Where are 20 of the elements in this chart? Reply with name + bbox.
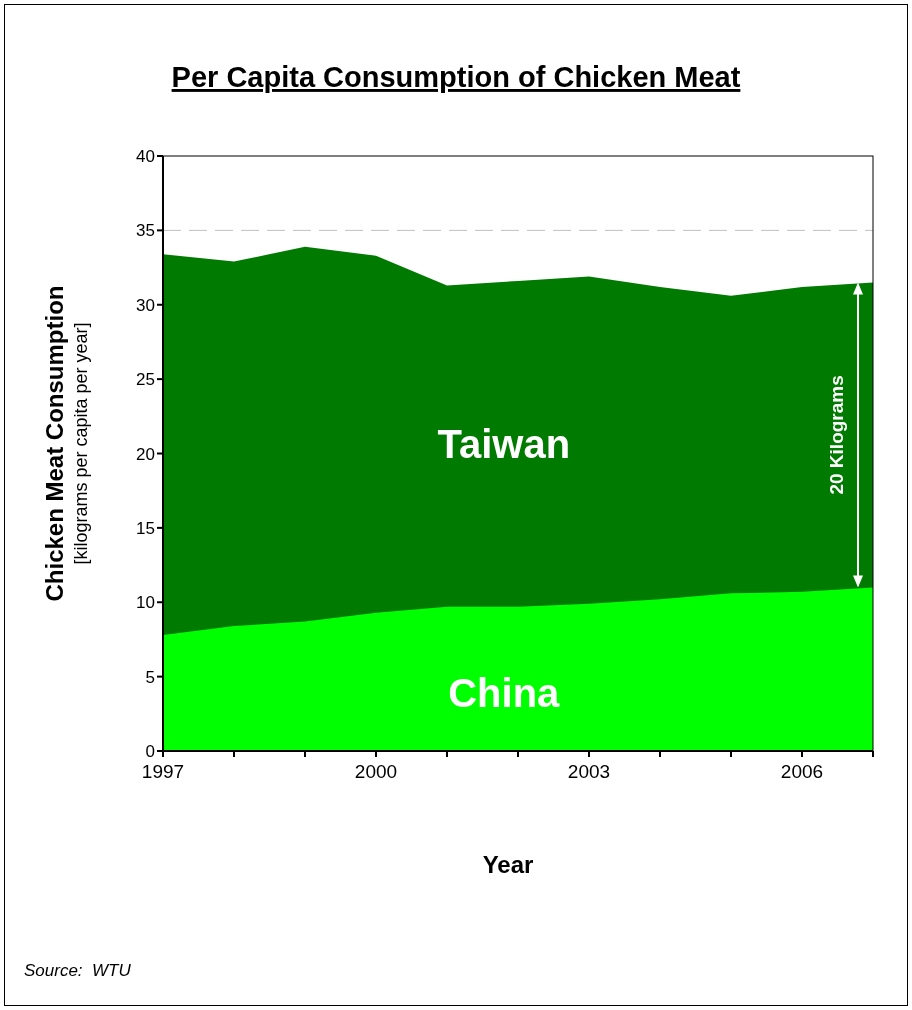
y-tick-label: 35 [136,221,155,241]
x-tick-label: 1997 [141,761,185,783]
series-label: Taiwan [437,421,571,466]
y-tick-label: 0 [145,742,155,762]
y-tick-label: 5 [145,667,155,687]
annotation: 20 Kilograms [825,375,847,495]
y-tick-label: 15 [136,518,155,538]
chart-title: Per Capita Consumption of Chicken Meat [171,61,741,93]
y-axis-title: Chicken Meat Consumption [kilograms per capita per year] [41,285,91,602]
y-tick-label: 40 [136,147,155,167]
y-tick-label: 10 [136,593,155,613]
y-tick-label: 25 [136,370,155,390]
x-tick-label: 2003 [567,761,611,783]
x-axis-title: Year [482,851,534,878]
x-tick-label: 2000 [354,761,398,783]
y-tick-label: 20 [136,444,155,464]
source-note: Source: WTU [24,961,132,980]
x-tick-label: 2006 [780,761,824,783]
series-label: China [448,671,561,716]
y-tick-label: 30 [136,295,155,315]
